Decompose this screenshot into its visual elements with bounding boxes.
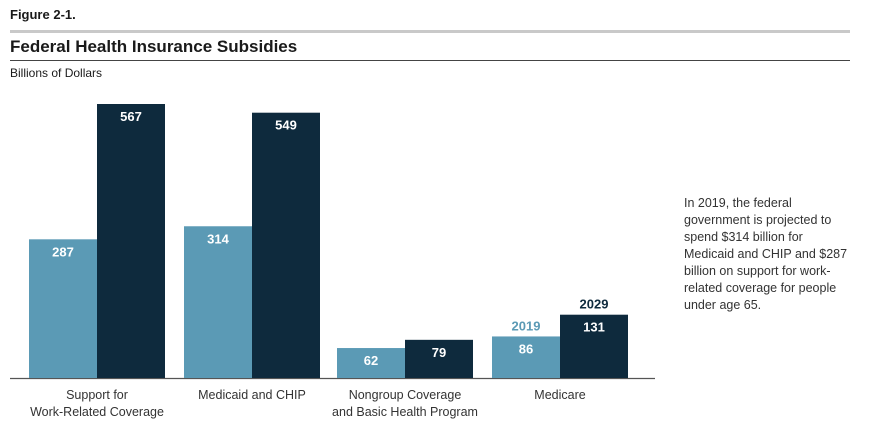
bar-2019-1 bbox=[184, 226, 252, 378]
legend-label-2019: 2019 bbox=[512, 318, 541, 333]
category-label-2-0: Nongroup Coverage bbox=[349, 388, 462, 402]
bar-2029-3 bbox=[560, 314, 628, 378]
data-label-2029-2: 79 bbox=[432, 345, 446, 360]
bar-2019-2 bbox=[337, 348, 405, 378]
top-rule bbox=[10, 30, 850, 33]
category-label-2-1: and Basic Health Program bbox=[332, 405, 478, 419]
bar-2029-1 bbox=[252, 112, 320, 378]
bar-2019-3 bbox=[492, 336, 560, 378]
category-label-0-1: Work-Related Coverage bbox=[30, 405, 164, 419]
chart-title: Federal Health Insurance Subsidies bbox=[10, 37, 298, 56]
data-label-2029-0: 567 bbox=[120, 109, 142, 124]
category-label-0-0: Support for bbox=[66, 388, 128, 402]
bar-2029-0 bbox=[97, 104, 165, 378]
data-label-2029-3: 131 bbox=[583, 320, 605, 335]
data-label-2019-0: 287 bbox=[52, 244, 74, 259]
units-label: Billions of Dollars bbox=[10, 66, 103, 80]
bar-2019-0 bbox=[29, 239, 97, 378]
category-label-3-0: Medicare bbox=[534, 388, 585, 402]
figure-label: Figure 2-1. bbox=[10, 7, 76, 22]
bar-2029-2 bbox=[405, 339, 473, 378]
data-label-2029-1: 549 bbox=[275, 118, 297, 133]
data-label-2019-1: 314 bbox=[207, 231, 229, 246]
legend-label-2029: 2029 bbox=[580, 297, 609, 312]
data-label-2019-3: 86 bbox=[519, 341, 533, 356]
category-label-1-0: Medicaid and CHIP bbox=[198, 388, 306, 402]
title-rule bbox=[10, 60, 850, 61]
annotation-note: In 2019, the federal government is proje… bbox=[684, 196, 848, 312]
data-label-2019-2: 62 bbox=[364, 353, 378, 368]
